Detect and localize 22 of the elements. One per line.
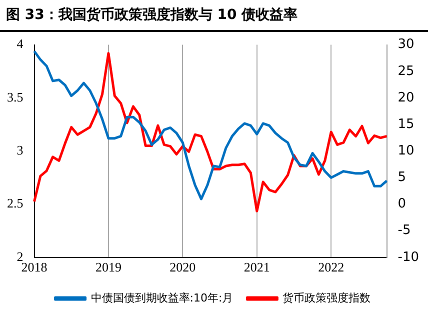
- legend-label: 货币政策强度指数: [282, 291, 371, 304]
- chart-title: 图 33：我国货币政策强度指数与 10 债收益率: [6, 6, 298, 24]
- y2-tick-label: 5: [398, 170, 406, 186]
- y2-tick-label: 25: [398, 64, 414, 79]
- y2-tick-label: 15: [398, 116, 414, 132]
- x-tick-label: 2022: [318, 260, 344, 275]
- x-tick-label: 2018: [21, 260, 48, 275]
- y2-tick-label: 30: [398, 37, 414, 52]
- x-tick-label: 2021: [244, 260, 270, 275]
- y-tick-label: 3.5: [7, 89, 24, 104]
- y-tick-label: 4: [16, 36, 24, 52]
- y2-tick-label: -10: [398, 250, 419, 265]
- x-tick-label: 2019: [95, 260, 122, 275]
- y-tick-label: 2: [16, 248, 24, 264]
- y2-tick-label: -5: [398, 223, 411, 238]
- x-tick-label: 2020: [170, 260, 196, 275]
- y2-tick-label: 20: [398, 90, 414, 106]
- y2-tick-label: 10: [398, 143, 414, 158]
- y-tick-label: 2.5: [7, 196, 24, 211]
- y-tick-label: 3: [16, 142, 24, 158]
- legend-label: 中债国债到期收益率:10年:月: [90, 291, 234, 304]
- y2-tick-label: 0: [398, 196, 406, 212]
